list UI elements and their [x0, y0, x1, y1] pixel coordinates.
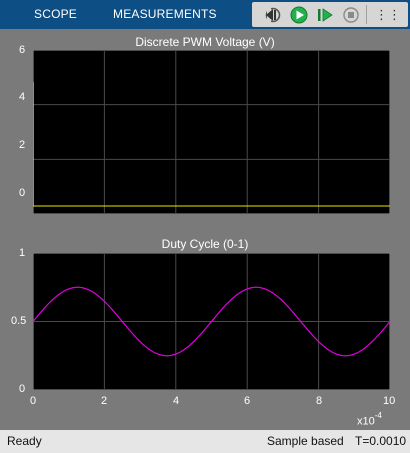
step-back-icon [265, 7, 281, 22]
pwm-voltage-trace [33, 82, 390, 207]
status-sample-mode: Sample based [267, 434, 344, 448]
step-back-button[interactable] [262, 4, 284, 25]
plot2-grid [33, 253, 390, 390]
plot1-grid [33, 50, 390, 214]
plot2-xtick-10: 10 [383, 395, 396, 407]
more-options-icon: ⋮⋮ [375, 6, 401, 22]
duty-cycle-trace [33, 286, 390, 357]
plot1-ytick-2: 2 [19, 139, 26, 151]
plot2-ytick-1: 1 [19, 247, 26, 259]
plot1-ytick-6: 6 [19, 44, 26, 56]
tab-measurements[interactable]: MEASUREMENTS [113, 7, 217, 21]
pwm-voltage-plot[interactable] [33, 50, 390, 214]
plot1-ytick-4: 4 [19, 91, 26, 103]
plot1-title: Discrete PWM Voltage (V) [135, 35, 275, 49]
duty-cycle-plot[interactable] [33, 253, 390, 390]
status-bar: Ready Sample based T=0.0010 [0, 430, 410, 453]
plot2-xtick-6: 6 [244, 395, 251, 407]
run-button[interactable] [288, 4, 310, 25]
status-sim-time: T=0.0010 [355, 434, 407, 448]
plot2-ytick-0-5: 0.5 [11, 315, 27, 327]
run-icon [290, 6, 308, 23]
plot2-title: Duty Cycle (0-1) [161, 237, 249, 251]
plot2-xtick-8: 8 [316, 395, 323, 407]
stop-button[interactable] [340, 4, 362, 25]
step-forward-icon [318, 7, 333, 22]
plot2-ytick-0: 0 [19, 383, 26, 395]
plot2-xtick-2: 2 [101, 395, 108, 407]
tab-scope[interactable]: SCOPE [34, 7, 78, 21]
plot2-xtick-0: 0 [30, 395, 37, 407]
stop-icon [343, 6, 359, 23]
simulation-controls: ⋮⋮ [252, 2, 408, 27]
more-options-button[interactable]: ⋮⋮ [374, 4, 402, 25]
step-forward-button[interactable] [314, 4, 336, 25]
plot1-ytick-0: 0 [19, 187, 26, 199]
x-axis-scale-label: x10-4 [357, 411, 382, 428]
plot2-xtick-4: 4 [173, 395, 180, 407]
scope-toolbar: SCOPE MEASUREMENTS [0, 0, 410, 29]
toolbar-separator [366, 5, 367, 24]
status-ready: Ready [7, 434, 42, 448]
